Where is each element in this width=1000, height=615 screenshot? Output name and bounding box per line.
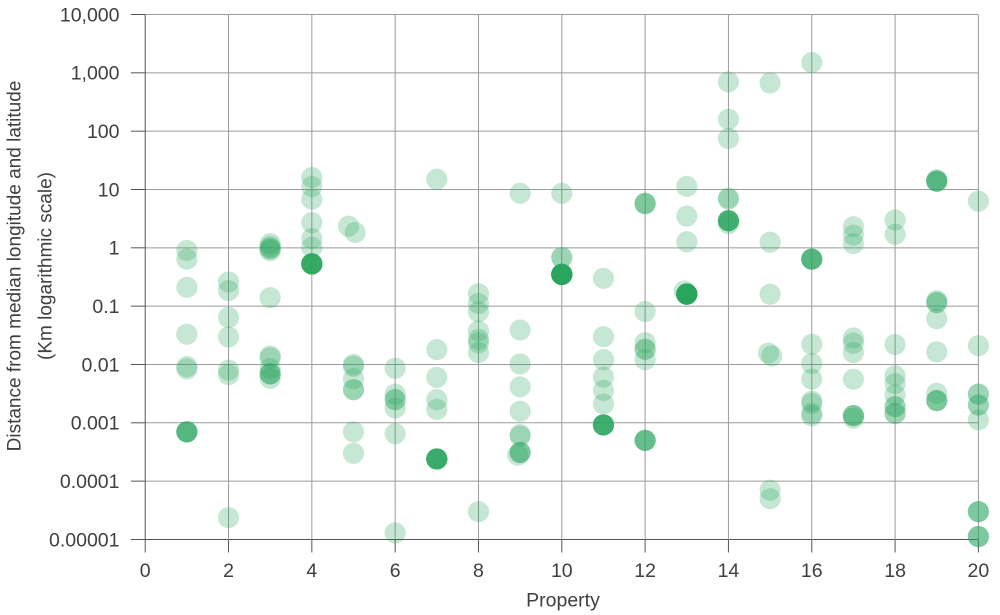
svg-text:Distance from median longitude: Distance from median longitude and latit…: [5, 81, 26, 452]
svg-text:0.1: 0.1: [92, 296, 119, 318]
svg-text:4: 4: [306, 560, 317, 582]
svg-text:0.0001: 0.0001: [60, 471, 120, 493]
svg-text:2: 2: [223, 560, 234, 582]
svg-text:100: 100: [87, 121, 120, 143]
svg-text:1,000: 1,000: [71, 63, 120, 85]
svg-text:(Km logarithmic scale): (Km logarithmic scale): [36, 172, 57, 360]
svg-text:12: 12: [634, 560, 656, 582]
svg-text:20: 20: [968, 560, 990, 582]
svg-text:0.00001: 0.00001: [49, 529, 120, 551]
svg-text:8: 8: [473, 560, 484, 582]
svg-text:0: 0: [140, 560, 151, 582]
svg-text:Property: Property: [526, 590, 600, 612]
svg-text:10: 10: [98, 179, 120, 201]
svg-text:6: 6: [390, 560, 401, 582]
svg-text:14: 14: [718, 560, 740, 582]
svg-text:16: 16: [801, 560, 823, 582]
svg-text:18: 18: [884, 560, 906, 582]
svg-text:10,000: 10,000: [60, 4, 120, 26]
svg-text:0.001: 0.001: [71, 413, 120, 435]
svg-text:10: 10: [551, 560, 573, 582]
svg-text:1: 1: [109, 238, 120, 260]
svg-text:0.01: 0.01: [82, 354, 120, 376]
